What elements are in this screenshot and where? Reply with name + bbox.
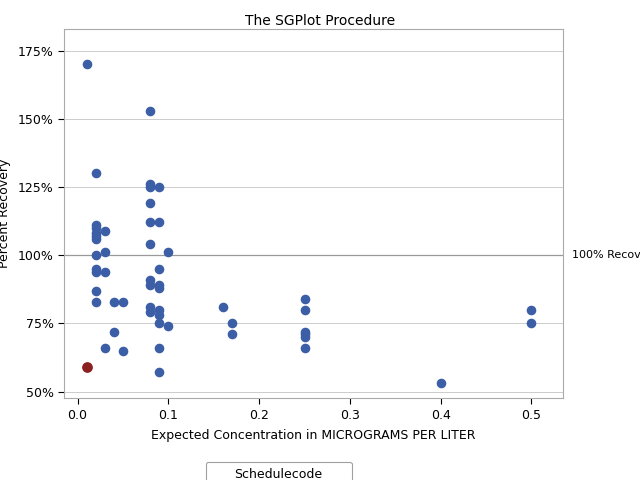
Point [91,268,101,276]
Point [145,281,156,289]
Point [154,312,164,319]
Point [145,240,156,248]
Point [100,344,110,352]
Point [154,183,164,191]
Point [154,320,164,327]
Point [154,265,164,273]
Point [145,276,156,284]
Point [91,298,101,305]
Point [91,232,101,240]
Point [100,249,110,256]
X-axis label: Expected Concentration in MICROGRAMS PER LITER: Expected Concentration in MICROGRAMS PER… [151,429,476,442]
Point [436,380,446,387]
Legend: 2033, 2437: 2033, 2437 [206,462,351,480]
Y-axis label: Percent Recovery: Percent Recovery [0,159,11,268]
Point [100,227,110,235]
Point [91,252,101,259]
Point [91,221,101,229]
Point [300,333,310,341]
Point [300,330,310,338]
Point [163,322,173,330]
Text: The SGPlot Procedure: The SGPlot Procedure [245,14,395,28]
Point [91,224,101,232]
Point [145,107,156,114]
Point [145,218,156,226]
Point [145,200,156,207]
Point [227,330,237,338]
Point [145,180,156,188]
Point [300,306,310,313]
Text: 100% Recovery: 100% Recovery [572,250,640,260]
Point [81,363,92,371]
Point [91,229,101,237]
Point [81,60,92,68]
Point [91,235,101,243]
Point [109,298,119,305]
Point [109,328,119,336]
Point [145,303,156,311]
Point [145,309,156,316]
Point [227,320,237,327]
Point [526,306,536,313]
Point [118,298,128,305]
Point [300,295,310,303]
Point [300,328,310,336]
Point [154,218,164,226]
Point [300,344,310,352]
Point [154,369,164,376]
Point [154,281,164,289]
Point [91,287,101,295]
Point [154,306,164,313]
Point [154,284,164,292]
Point [118,347,128,355]
Point [526,320,536,327]
Point [218,303,228,311]
Point [91,265,101,273]
Point [100,268,110,276]
Point [163,249,173,256]
Point [154,344,164,352]
Point [145,183,156,191]
Point [91,169,101,177]
